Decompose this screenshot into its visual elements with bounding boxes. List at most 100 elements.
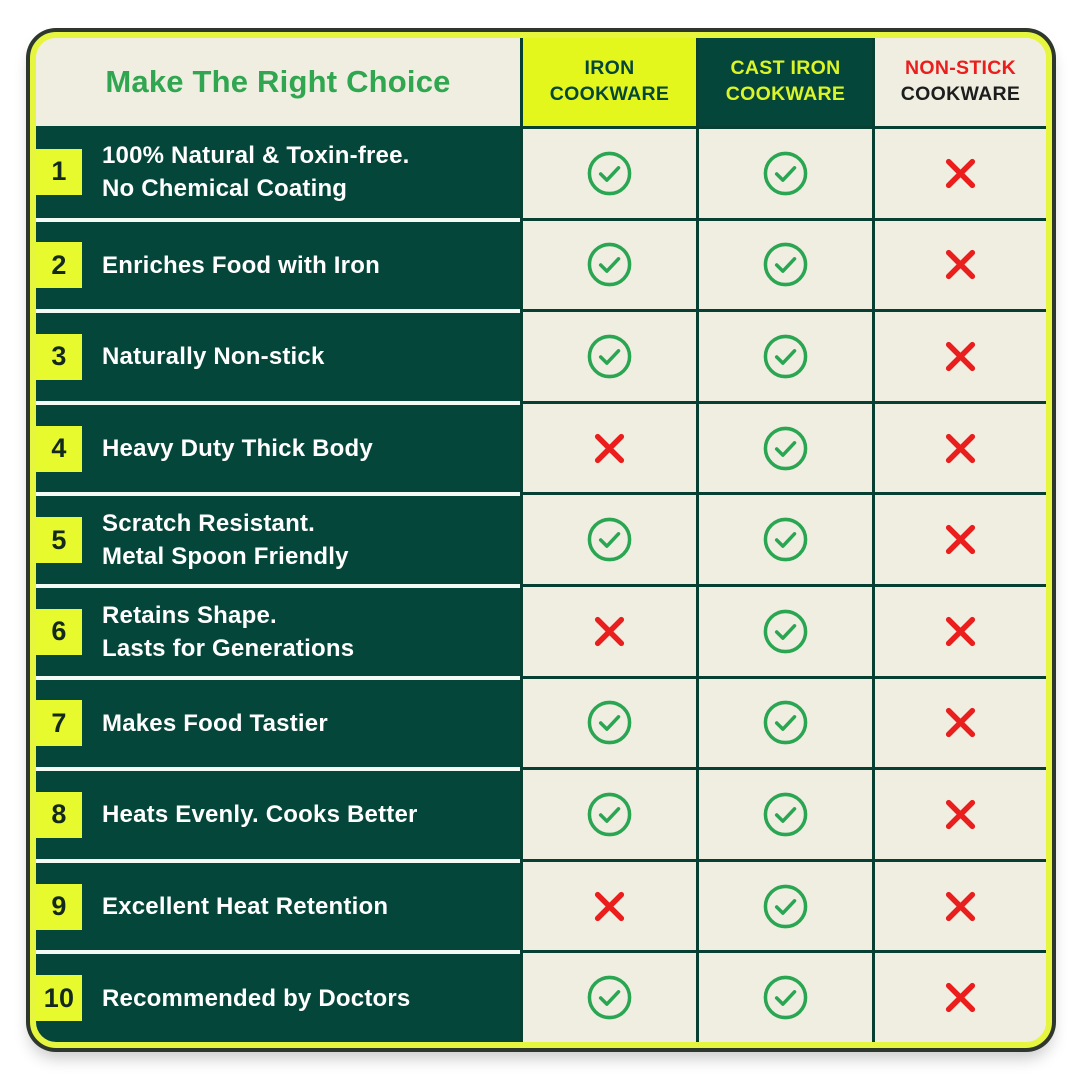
mark-cell — [520, 767, 696, 859]
check-icon — [763, 975, 808, 1020]
mark-cell — [696, 492, 872, 584]
cross-icon — [594, 891, 625, 921]
feature-cell: 6 Retains Shape. Lasts for Generations — [36, 583, 520, 676]
mark-cell — [520, 217, 696, 310]
column-header-label: COOKWARE — [549, 83, 670, 105]
check-icon — [587, 517, 632, 562]
feature-cell: 2 Enriches Food with Iron — [36, 217, 520, 310]
check-icon — [587, 243, 632, 287]
row-number-badge: 4 — [36, 425, 82, 472]
feature-label: Retains Shape. Lasts for Generations — [102, 601, 355, 662]
cross-icon — [945, 250, 976, 280]
mark-cell — [696, 950, 872, 1042]
mark-cell — [520, 858, 696, 951]
row-number-badge: 2 — [36, 242, 82, 289]
feature-cell: 3 Naturally Non-stick — [36, 309, 520, 401]
page-title: Make The Right Choice — [105, 64, 451, 99]
feature-label: Makes Food Tastier — [102, 709, 328, 737]
row-number-badge: 1 — [36, 148, 82, 195]
mark-cell — [872, 217, 1046, 310]
cross-icon — [945, 525, 976, 555]
column-header-label: IRON — [584, 57, 635, 80]
column-header-cast-iron-cookware: CAST IRON COOKWARE — [696, 38, 872, 126]
mark-cell — [872, 675, 1046, 768]
row-number-badge: 10 — [36, 975, 82, 1022]
feature-label: Heavy Duty Thick Body — [102, 435, 373, 463]
cross-icon — [945, 983, 976, 1013]
mark-cell — [520, 675, 696, 768]
row-number-badge: 7 — [36, 700, 82, 747]
comparison-card: Make The Right Choice IRON COOKWARE CAST… — [30, 32, 1052, 1048]
check-icon — [763, 792, 808, 837]
check-icon — [763, 151, 808, 196]
cross-icon — [945, 616, 976, 646]
check-icon — [763, 701, 808, 745]
mark-cell — [872, 858, 1046, 951]
check-icon — [587, 975, 632, 1020]
feature-cell: 1 100% Natural & Toxin-free. No Chemical… — [36, 126, 520, 218]
mark-cell — [696, 309, 872, 401]
feature-label: Excellent Heat Retention — [102, 893, 389, 921]
feature-cell: 5 Scratch Resistant. Metal Spoon Friendl… — [36, 492, 520, 584]
mark-cell — [696, 583, 872, 676]
feature-cell: 9 Excellent Heat Retention — [36, 858, 520, 951]
mark-cell — [520, 583, 696, 676]
mark-cell — [696, 217, 872, 310]
mark-cell — [696, 675, 872, 768]
column-header-label: NON-STICK — [904, 57, 1017, 80]
row-number-badge: 3 — [36, 333, 82, 380]
cross-icon — [945, 341, 976, 372]
column-header-label: COOKWARE — [900, 83, 1021, 105]
check-icon — [587, 334, 632, 379]
mark-cell — [872, 950, 1046, 1042]
column-header-label: CAST IRON — [730, 57, 841, 80]
check-icon — [763, 609, 808, 654]
mark-cell — [696, 126, 872, 218]
check-icon — [763, 517, 808, 562]
mark-cell — [872, 400, 1046, 493]
mark-cell — [520, 309, 696, 401]
mark-cell — [872, 583, 1046, 676]
row-number-badge: 6 — [36, 608, 82, 655]
cross-icon — [945, 708, 976, 738]
feature-label: Enriches Food with Iron — [102, 251, 380, 279]
feature-label: 100% Natural & Toxin-free. No Chemical C… — [102, 141, 410, 202]
feature-label: Scratch Resistant. Metal Spoon Friendly — [102, 510, 349, 571]
check-icon — [587, 792, 632, 837]
feature-cell: 7 Makes Food Tastier — [36, 675, 520, 768]
feature-cell: 4 Heavy Duty Thick Body — [36, 400, 520, 493]
check-icon — [587, 151, 632, 196]
mark-cell — [872, 126, 1046, 218]
column-header-iron-cookware: IRON COOKWARE — [520, 38, 696, 126]
check-icon — [763, 243, 808, 287]
feature-cell: 8 Heats Evenly. Cooks Better — [36, 767, 520, 859]
cross-icon — [945, 891, 976, 921]
mark-cell — [696, 858, 872, 951]
cross-icon — [945, 158, 976, 188]
check-icon — [763, 334, 808, 379]
feature-label: Naturally Non-stick — [102, 343, 325, 371]
mark-cell — [872, 767, 1046, 859]
row-number-badge: 5 — [36, 517, 82, 564]
cross-icon — [945, 433, 976, 463]
column-header-label: COOKWARE — [725, 83, 846, 105]
check-icon — [763, 426, 808, 470]
mark-cell — [696, 767, 872, 859]
mark-cell — [872, 492, 1046, 584]
check-icon — [587, 701, 632, 745]
cross-icon — [594, 433, 625, 463]
mark-cell — [696, 400, 872, 493]
feature-label: Heats Evenly. Cooks Better — [102, 801, 418, 829]
column-header-non-stick-cookware: NON-STICK COOKWARE — [872, 38, 1046, 126]
cross-icon — [594, 616, 625, 646]
mark-cell — [520, 400, 696, 493]
comparison-table: Make The Right Choice IRON COOKWARE CAST… — [36, 38, 1046, 1042]
row-number-badge: 8 — [36, 791, 82, 838]
table-title-cell: Make The Right Choice — [36, 38, 520, 126]
mark-cell — [872, 309, 1046, 401]
check-icon — [763, 884, 808, 928]
feature-cell: 10 Recommended by Doctors — [36, 950, 520, 1042]
feature-label: Recommended by Doctors — [102, 984, 411, 1012]
mark-cell — [520, 492, 696, 584]
mark-cell — [520, 126, 696, 218]
